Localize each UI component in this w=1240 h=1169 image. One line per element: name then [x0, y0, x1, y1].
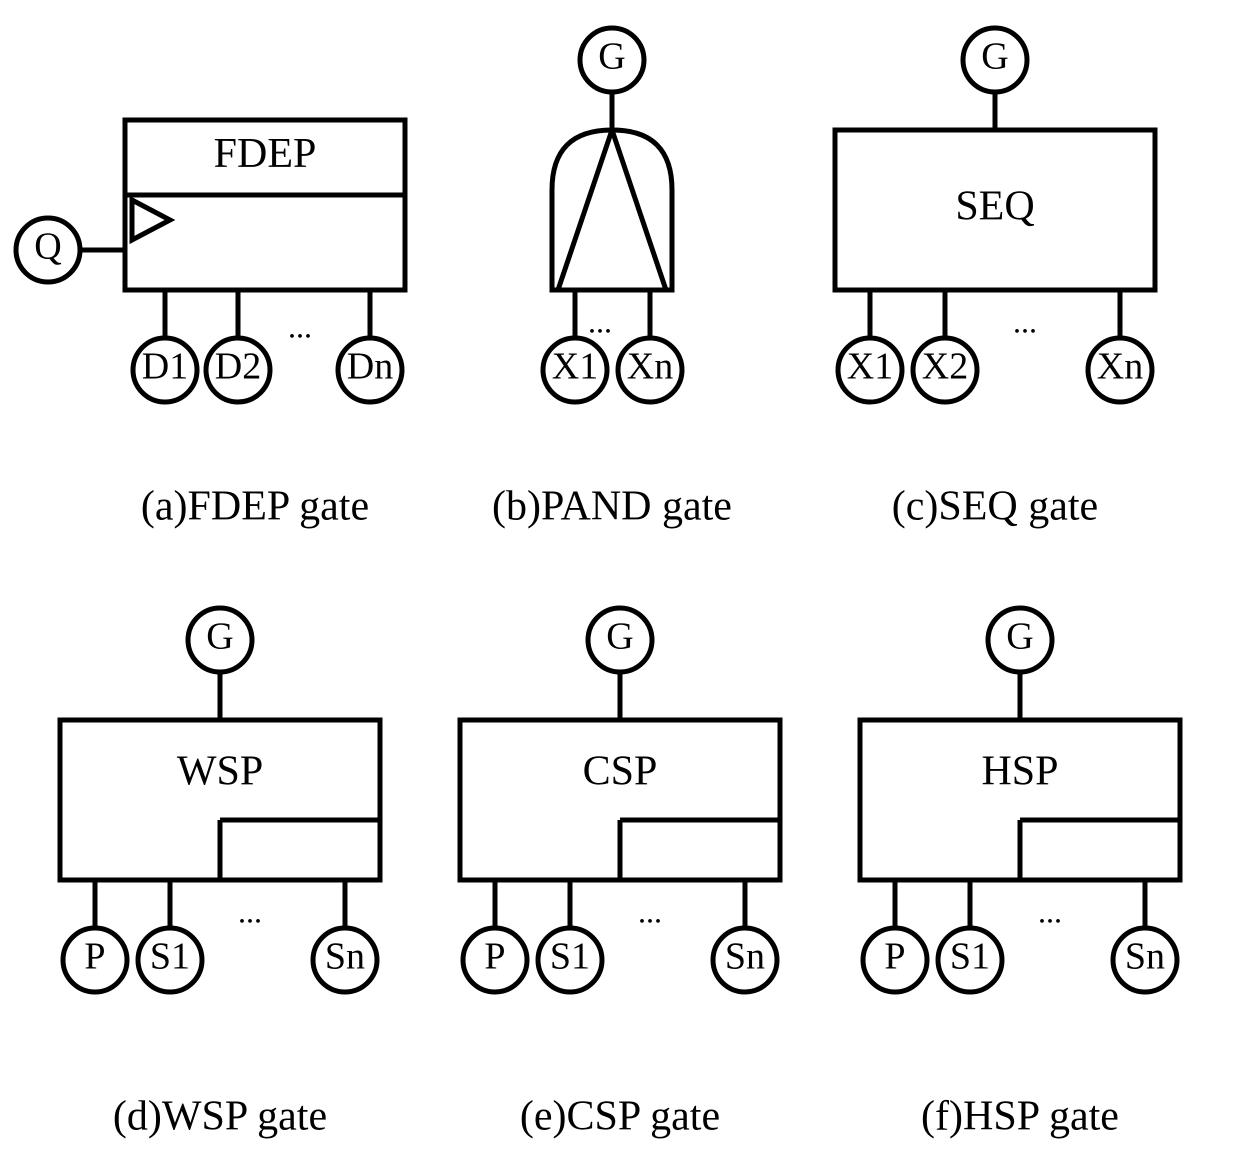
spare-output-label: G [606, 616, 633, 658]
child-label: Dn [347, 346, 393, 388]
pand-priority-triangle [558, 130, 666, 290]
hsp-caption: (f)HSP gate [921, 1094, 1119, 1140]
ellipsis: ... [1038, 893, 1062, 929]
spare-output-label: G [1006, 616, 1033, 658]
spare-gate-label: CSP [583, 749, 658, 795]
child-label: Sn [1125, 936, 1165, 978]
ellipsis: ... [638, 893, 662, 929]
child-label: P [84, 936, 105, 978]
child-label: X2 [922, 346, 968, 388]
child-label: P [884, 936, 905, 978]
seq-gate-label: SEQ [955, 184, 1034, 230]
child-label: Xn [627, 346, 673, 388]
child-label: X1 [847, 346, 893, 388]
child-label: X1 [552, 346, 598, 388]
csp-caption: (e)CSP gate [520, 1094, 720, 1140]
ellipsis: ... [588, 303, 612, 339]
fdep-gate-label: FDEP [214, 131, 317, 177]
spare-gate-label: WSP [177, 749, 263, 795]
child-label: D2 [215, 346, 261, 388]
spare-gate-label: HSP [981, 749, 1058, 795]
pand-caption: (b)PAND gate [492, 484, 732, 530]
diagram-svg: FDEP Q D1 D2 Dn... (a)FDEP gate G X1 Xn... (b)PAN… [0, 0, 1240, 1169]
seq-output-label: G [981, 36, 1008, 78]
fdep-caption: (a)FDEP gate [141, 484, 369, 530]
pand-output-label: G [598, 36, 625, 78]
trigger-label: Q [34, 226, 61, 268]
pand-gate-shape [552, 130, 672, 290]
child-label: P [484, 936, 505, 978]
child-label: Sn [325, 936, 365, 978]
child-label: S1 [550, 936, 590, 978]
diagram-container: FDEP Q D1 D2 Dn... (a)FDEP gate G X1 Xn... (b)PAN… [0, 0, 1240, 1169]
child-label: Xn [1097, 346, 1143, 388]
child-label: S1 [150, 936, 190, 978]
spare-output-label: G [206, 616, 233, 658]
wsp-caption: (d)WSP gate [113, 1094, 327, 1140]
child-label: Sn [725, 936, 765, 978]
seq-caption: (c)SEQ gate [892, 484, 1098, 530]
ellipsis: ... [288, 308, 312, 344]
child-label: D1 [142, 346, 188, 388]
ellipsis: ... [1013, 303, 1037, 339]
fdep-triangle-icon [132, 200, 170, 240]
ellipsis: ... [238, 893, 262, 929]
child-label: S1 [950, 936, 990, 978]
